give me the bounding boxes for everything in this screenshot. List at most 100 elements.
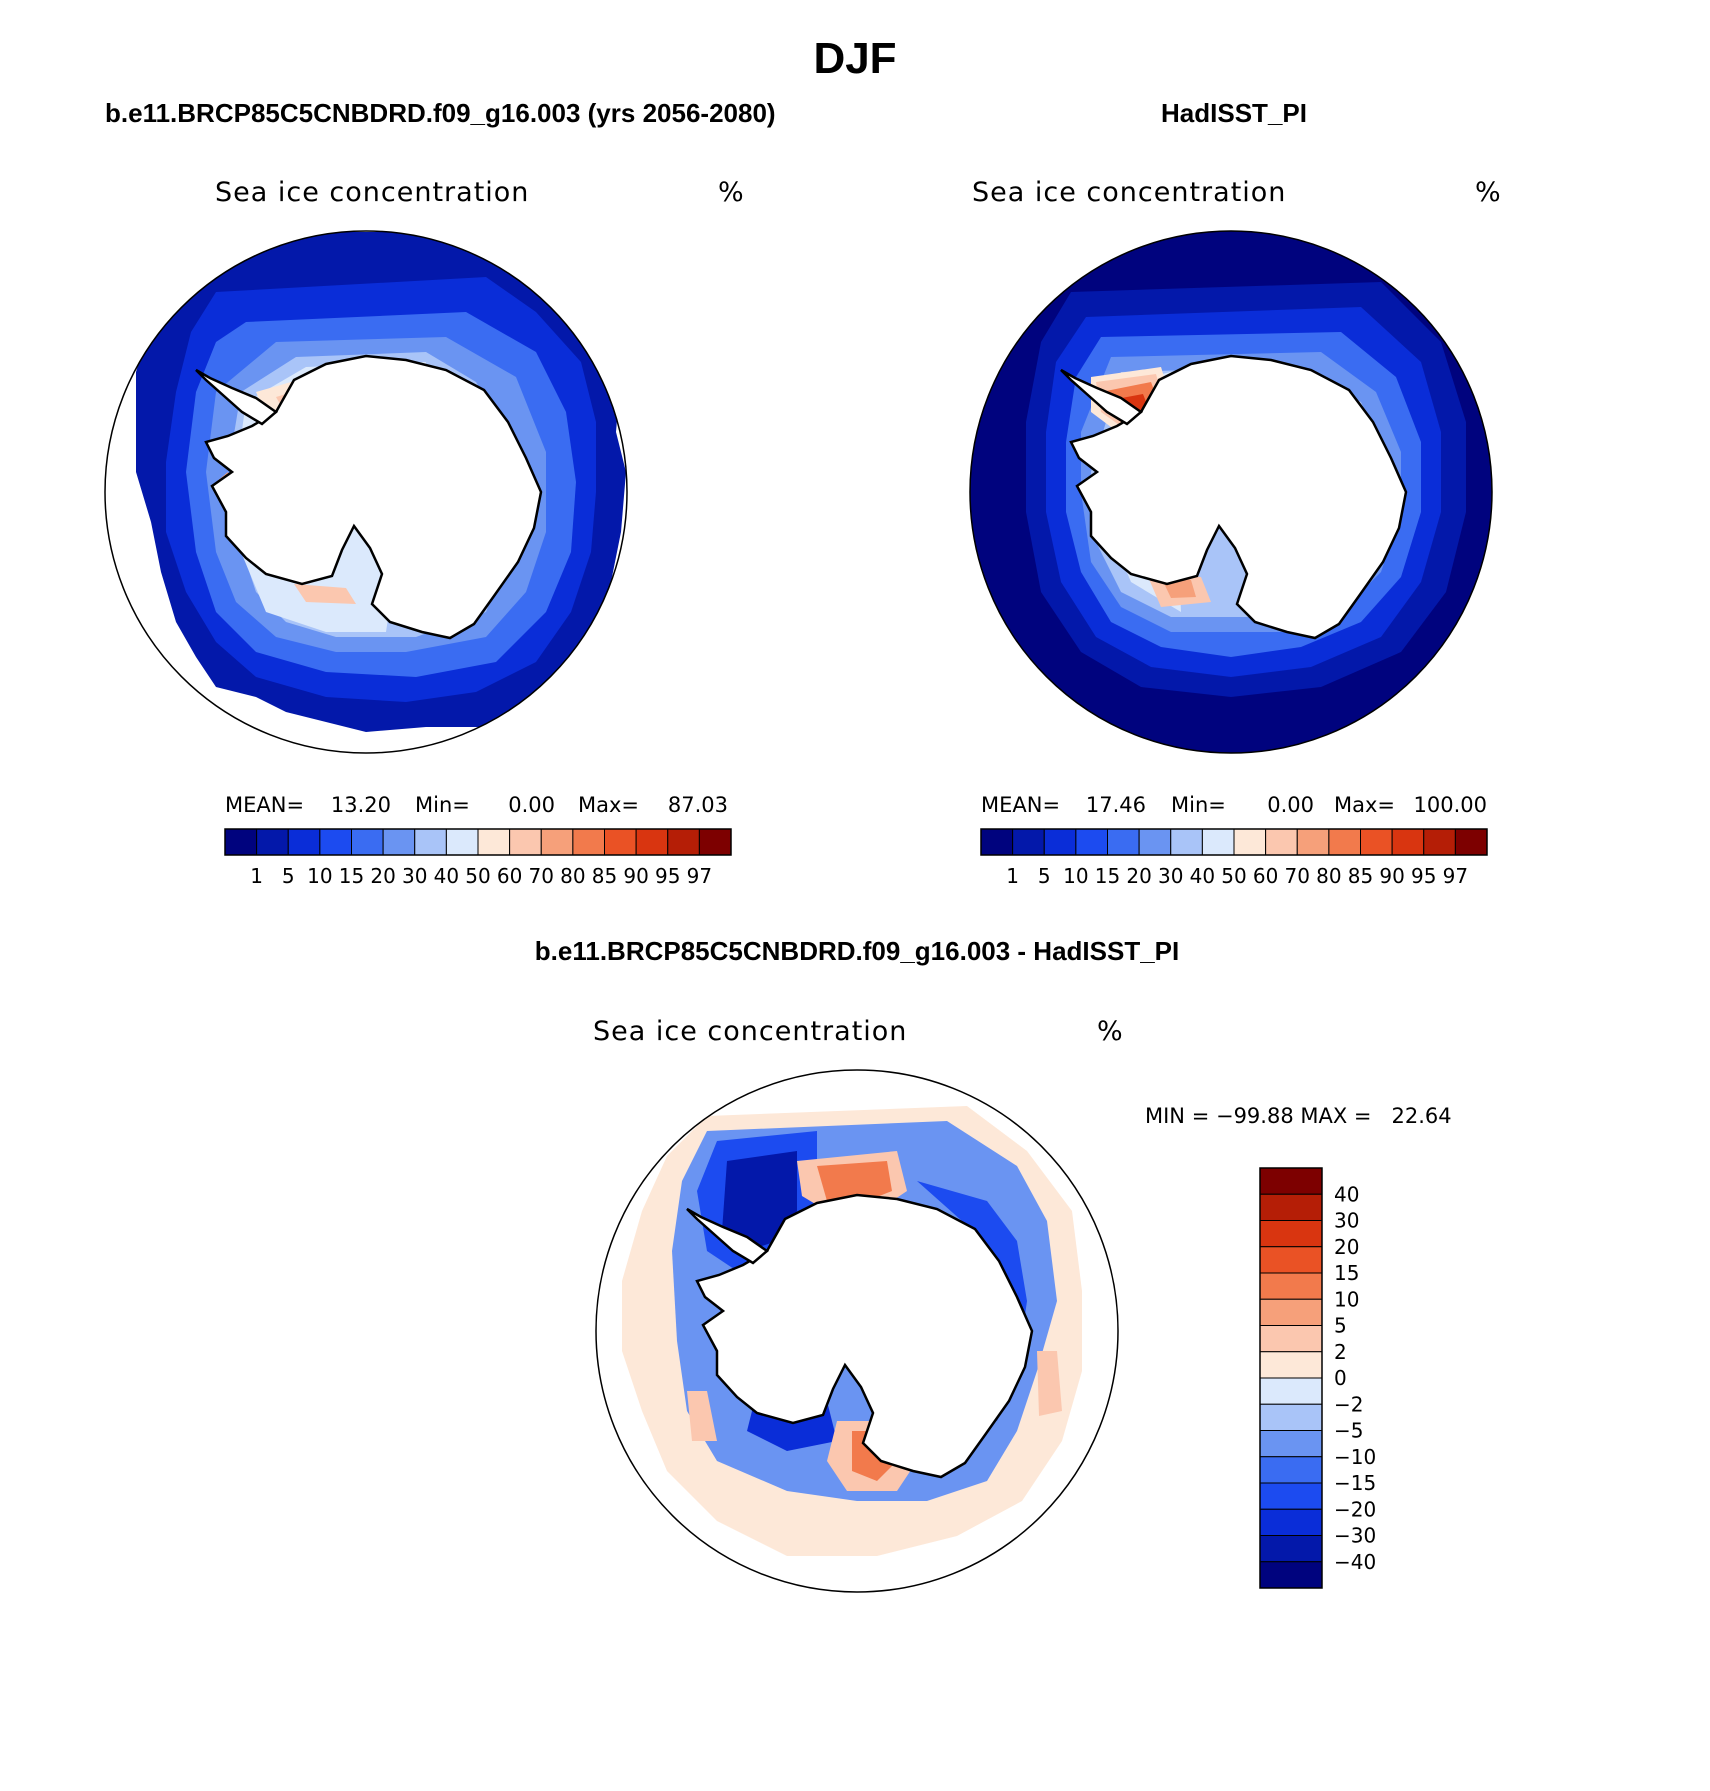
panel-c-colorbar-tick-label: 20	[1334, 1235, 1359, 1259]
panel-c-colorbar-tick-label: −15	[1334, 1471, 1376, 1495]
panel-b-colorbar-tick-label: 97	[1443, 864, 1468, 888]
panel-c-colorbar-swatch	[1259, 1193, 1323, 1221]
panel-b-colorbar-swatch	[1265, 828, 1298, 856]
panel-b-colorbar-swatch	[1107, 828, 1140, 856]
panel-b-mean-value: 17.46	[1086, 793, 1146, 817]
panel-b-map	[970, 231, 1492, 753]
panel-b-colorbar-tick-label: 40	[1190, 864, 1215, 888]
panel-a-colorbar-swatch	[635, 828, 669, 856]
panel-b-colorbar-swatch	[1138, 828, 1172, 856]
panel-b-min-value: 0.00	[1267, 793, 1314, 817]
panel-a-colorbar-tick-label: 97	[687, 864, 712, 888]
figure-title: DJF	[813, 34, 896, 83]
panel-a-title: b.e11.BRCP85C5CNBDRD.f09_g16.003 (yrs 20…	[105, 98, 776, 128]
panel-a-colorbar-tick-label: 10	[307, 864, 332, 888]
panel-a-colorbar-tick-label: 95	[655, 864, 680, 888]
panel-b-colorbar-swatch	[1075, 828, 1108, 856]
panel-b-colorbar-tick-label: 50	[1221, 864, 1246, 888]
panel-c: Sea ice concentration % MIN = −99.88 MAX…	[593, 1016, 1452, 1593]
panel-c-colorbar-swatch	[1259, 1535, 1323, 1563]
panel-c-variable: Sea ice concentration	[593, 1016, 907, 1047]
panel-b-mean-label: MEAN=	[981, 793, 1060, 817]
panel-b-max-value: 100.00	[1414, 793, 1487, 817]
panel-a-max-value: 87.03	[668, 793, 728, 817]
panel-b-colorbar-tick-label: 70	[1285, 864, 1310, 888]
panel-b-colorbar-tick-label: 30	[1158, 864, 1183, 888]
panel-b-colorbar-swatch	[1391, 828, 1425, 856]
panel-c-colorbar-tick-label: −40	[1334, 1550, 1376, 1574]
panel-c-colorbar-swatch	[1259, 1508, 1323, 1536]
panel-b-colorbar-tick-label: 95	[1411, 864, 1436, 888]
panel-c-colorbar-tick-label: 15	[1334, 1261, 1359, 1285]
panel-b: Sea ice concentration % MEAN= 17.46 Min=…	[969, 177, 1501, 888]
panel-c-units: %	[1097, 1016, 1123, 1047]
panel-a-colorbar-swatch	[256, 828, 289, 856]
panel-a-map	[136, 232, 626, 732]
panel-b-colorbar-tick-label: 20	[1126, 864, 1151, 888]
panel-a-min-value: 0.00	[508, 793, 555, 817]
panel-c-colorbar-tick-label: 40	[1334, 1182, 1359, 1206]
panel-a-colorbar-swatch	[540, 828, 574, 856]
panel-a-colorbar-swatch	[382, 828, 416, 856]
panel-b-colorbar-tick-label: 15	[1095, 864, 1120, 888]
panel-a-colorbar-swatch	[604, 828, 637, 856]
panel-a-colorbar-swatch	[572, 828, 605, 856]
panel-a-colorbar-swatch	[351, 828, 384, 856]
panel-b-colorbar-tick-label: 60	[1253, 864, 1278, 888]
panel-b-colorbar-swatch	[1170, 828, 1203, 856]
panel-b-colorbar-swatch	[1296, 828, 1330, 856]
panel-c-map	[622, 1106, 1082, 1556]
panel-b-colorbar-frame	[980, 828, 1488, 856]
panel-c-title: b.e11.BRCP85C5CNBDRD.f09_g16.003 - HadIS…	[535, 936, 1179, 966]
panel-a-colorbar-swatch	[287, 828, 321, 856]
panel-b-colorbar-tick-label: 90	[1379, 864, 1404, 888]
panel-c-colorbar-tick-label: 5	[1334, 1314, 1347, 1338]
panel-a-colorbar-tick-label: 30	[402, 864, 427, 888]
panel-a-units: %	[718, 177, 744, 208]
panel-a-max-label: Max=	[578, 793, 639, 817]
panel-a-colorbar-tick-label: 50	[465, 864, 490, 888]
panel-c-colorbar-swatch	[1259, 1272, 1323, 1300]
panel-a-colorbar: 1 5 10 15 20 30 40 50 60 70 80 85 90 95 97	[224, 828, 732, 888]
panel-b-colorbar: 1 5 10 15 20 30 40 50 60 70 80 85 90 95 97	[980, 828, 1488, 888]
panel-c-minmax: MIN = −99.88 MAX = 22.64	[1145, 1104, 1452, 1128]
panel-a-variable: Sea ice concentration	[215, 177, 529, 208]
panel-b-colorbar-tick-label: 1	[1006, 864, 1019, 888]
panel-a-colorbar-tick-label: 60	[497, 864, 522, 888]
panel-c-colorbar-tick-label: 30	[1334, 1209, 1359, 1233]
panel-b-colorbar-tick-label: 80	[1316, 864, 1341, 888]
panel-b-colorbar-swatch	[1328, 828, 1361, 856]
panel-a-colorbar-swatch	[414, 828, 447, 856]
panel-c-colorbar-swatch	[1259, 1430, 1323, 1458]
panel-b-units: %	[1475, 177, 1501, 208]
panel-c-colorbar-swatch	[1259, 1456, 1323, 1484]
panel-c-colorbar-swatch	[1259, 1325, 1323, 1353]
panel-c-colorbar-swatch	[1259, 1220, 1323, 1248]
panel-c-colorbar-tick-label: 10	[1334, 1287, 1359, 1311]
panel-c-colorbar-swatch	[1259, 1482, 1323, 1510]
panel-c-colorbar-swatch	[1259, 1246, 1323, 1274]
panel-c-colorbar-swatch	[1259, 1561, 1323, 1589]
panel-b-colorbar-tick-label: 85	[1348, 864, 1373, 888]
panel-a-min-label: Min=	[415, 793, 470, 817]
panel-c-colorbar-tick-label: 0	[1334, 1366, 1347, 1390]
panel-c-colorbar-swatch	[1259, 1298, 1323, 1326]
panel-a-colorbar-tick-label: 80	[560, 864, 585, 888]
panel-a-colorbar-tick-label: 5	[282, 864, 295, 888]
panel-a-colorbar-swatch	[224, 828, 258, 856]
panel-b-colorbar-tick-label: 5	[1038, 864, 1051, 888]
panel-b-colorbar-swatch	[1201, 828, 1235, 856]
panel-c-colorbar-swatch	[1259, 1403, 1323, 1431]
panel-c-colorbar-tick-label: −20	[1334, 1497, 1376, 1521]
panel-a-mean-value: 13.20	[331, 793, 391, 817]
panel-b-max-label: Max=	[1334, 793, 1395, 817]
panel-c-colorbar-frame	[1259, 1167, 1323, 1589]
panel-c-colorbar-swatch	[1259, 1377, 1323, 1405]
panel-b-colorbar-swatch	[980, 828, 1014, 856]
panel-c-colorbar-swatch	[1259, 1167, 1323, 1195]
panel-b-min-label: Min=	[1171, 793, 1226, 817]
panel-a-colorbar-swatch	[319, 828, 352, 856]
panel-a-colorbar-swatch	[445, 828, 479, 856]
